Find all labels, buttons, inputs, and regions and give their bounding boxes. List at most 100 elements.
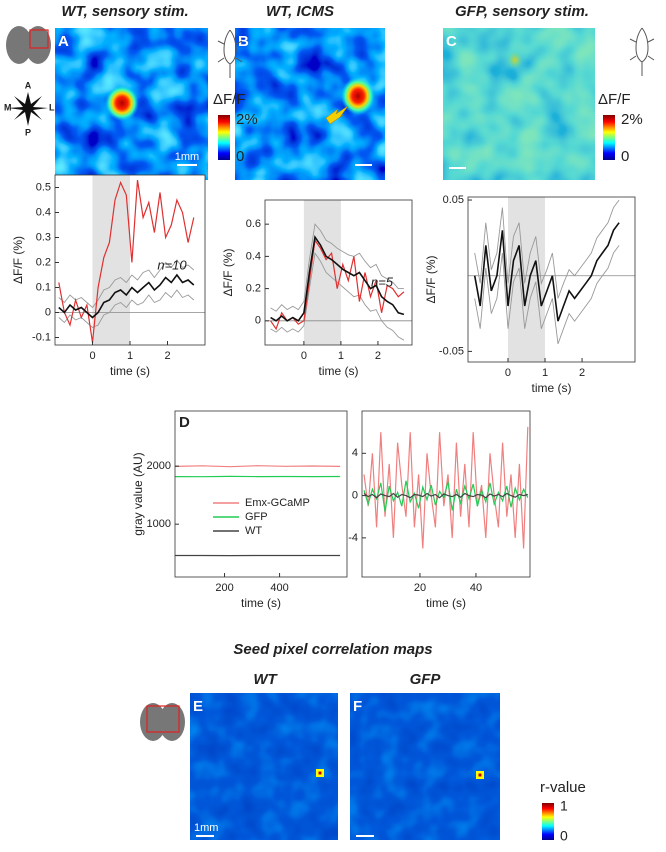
compass-label: M	[4, 102, 12, 112]
compass-label: A	[25, 80, 32, 90]
y-tick-label: 1000	[147, 518, 171, 530]
colorbar-label: 1	[560, 798, 568, 814]
series-line	[270, 252, 405, 341]
y-axis-label: gray value (AU)	[131, 452, 145, 535]
stimulus-span	[92, 175, 130, 345]
legend-label: Emx-GCaMP	[245, 497, 310, 509]
x-tick-label: 2	[375, 350, 381, 362]
x-tick-label: 0	[505, 367, 511, 379]
y-tick-label: -0.05	[439, 345, 464, 357]
colorbar-label: 2%	[621, 111, 643, 128]
series-line	[270, 234, 405, 322]
annotation: n=5	[371, 274, 394, 289]
panel-letter: D	[179, 414, 190, 431]
x-tick-label: 40	[470, 582, 482, 594]
section-title: Seed pixel correlation maps	[233, 641, 432, 658]
colorbar-title: ΔF/F	[598, 91, 631, 108]
x-tick-label: 1	[127, 350, 133, 362]
x-tick-label: 20	[414, 582, 426, 594]
x-axis-label: time (s)	[241, 596, 281, 610]
series-line	[473, 222, 620, 322]
map-title: GFP	[410, 671, 442, 688]
correlation-map	[350, 693, 500, 840]
correlation-map	[190, 693, 338, 840]
colorbar	[542, 803, 554, 840]
x-tick-label: 400	[270, 582, 288, 594]
legend-box	[208, 492, 330, 542]
y-tick-label: 4	[352, 447, 358, 459]
colorbar	[218, 115, 230, 160]
y-tick-label: 0.4	[246, 250, 261, 262]
y-tick-label: 0	[352, 489, 358, 501]
brain-icon	[140, 703, 185, 741]
series-line	[363, 480, 529, 512]
y-tick-label: 2000	[147, 460, 171, 472]
series-line	[58, 273, 195, 319]
plot-frame	[361, 410, 531, 578]
compass-label: P	[25, 127, 31, 137]
y-tick-label: 0.5	[36, 181, 51, 193]
x-tick-label: 1	[542, 367, 548, 379]
colorbar-label: 0	[621, 148, 629, 165]
x-axis-label: time (s)	[110, 364, 150, 378]
y-axis-label: ΔF/F (%)	[11, 236, 25, 284]
stim-arrow	[325, 105, 349, 125]
compass	[8, 92, 48, 126]
legend-label: WT	[245, 525, 262, 537]
colorbar-label: 0	[560, 828, 568, 844]
y-tick-label: -4	[348, 532, 358, 544]
series-line	[474, 199, 620, 299]
y-tick-label: 0	[45, 306, 51, 318]
colorbar-title: ΔF/F	[213, 91, 246, 108]
scale-label: 1mm	[175, 151, 199, 163]
scale-label: 1mm	[194, 822, 218, 834]
x-tick-label: 1	[338, 350, 344, 362]
x-tick-label: 0	[301, 350, 307, 362]
series-line	[174, 465, 341, 468]
series-line	[270, 223, 404, 312]
y-tick-label: 0	[255, 315, 261, 327]
y-tick-label: 0.05	[443, 194, 464, 206]
x-axis-label: time (s)	[319, 364, 359, 378]
hotspot	[507, 51, 523, 69]
x-tick-label: 2	[579, 367, 585, 379]
panel-title: WT, sensory stim.	[61, 3, 188, 20]
y-tick-label: 0.6	[246, 218, 261, 230]
panel-letter: B	[238, 33, 249, 50]
series-line	[474, 245, 620, 344]
series-line	[363, 492, 528, 499]
seed-pixel	[478, 773, 482, 777]
y-tick-label: 0.2	[36, 256, 51, 268]
y-tick-label: -0.1	[32, 331, 51, 343]
heatmap-tint	[443, 28, 595, 180]
x-axis-label: time (s)	[532, 381, 572, 395]
brain-icon	[6, 26, 51, 64]
x-axis-label: time (s)	[426, 596, 466, 610]
panel-letter: A	[58, 33, 69, 50]
y-tick-label: 0.2	[246, 283, 261, 295]
colorbar-label: 0	[236, 148, 244, 165]
series-line	[58, 259, 195, 309]
panel-title: WT, ICMS	[266, 3, 334, 20]
colorbar-label: 2%	[236, 111, 258, 128]
compass-label: L	[49, 102, 55, 112]
colorbar-title: r-value	[540, 779, 586, 796]
y-axis-label: ΔF/F (%)	[221, 248, 235, 296]
plot-frame	[467, 196, 636, 363]
plot-frame	[264, 199, 413, 346]
panel-letter: E	[193, 698, 203, 715]
stimulus-span	[507, 197, 546, 362]
y-tick-label: 0.4	[36, 206, 51, 218]
x-tick-label: 2	[164, 350, 170, 362]
y-tick-label: 0.1	[36, 281, 51, 293]
colorbar	[603, 115, 615, 160]
annotation: n=10	[157, 257, 187, 272]
y-axis-label: ΔF/F (%)	[424, 255, 438, 303]
rat-icon	[217, 27, 655, 78]
hotspot	[341, 77, 375, 115]
seed-pixel	[318, 771, 322, 775]
plot-frame	[174, 410, 348, 578]
panel-title: GFP, sensory stim.	[455, 3, 589, 20]
y-tick-label: 0.3	[36, 231, 51, 243]
